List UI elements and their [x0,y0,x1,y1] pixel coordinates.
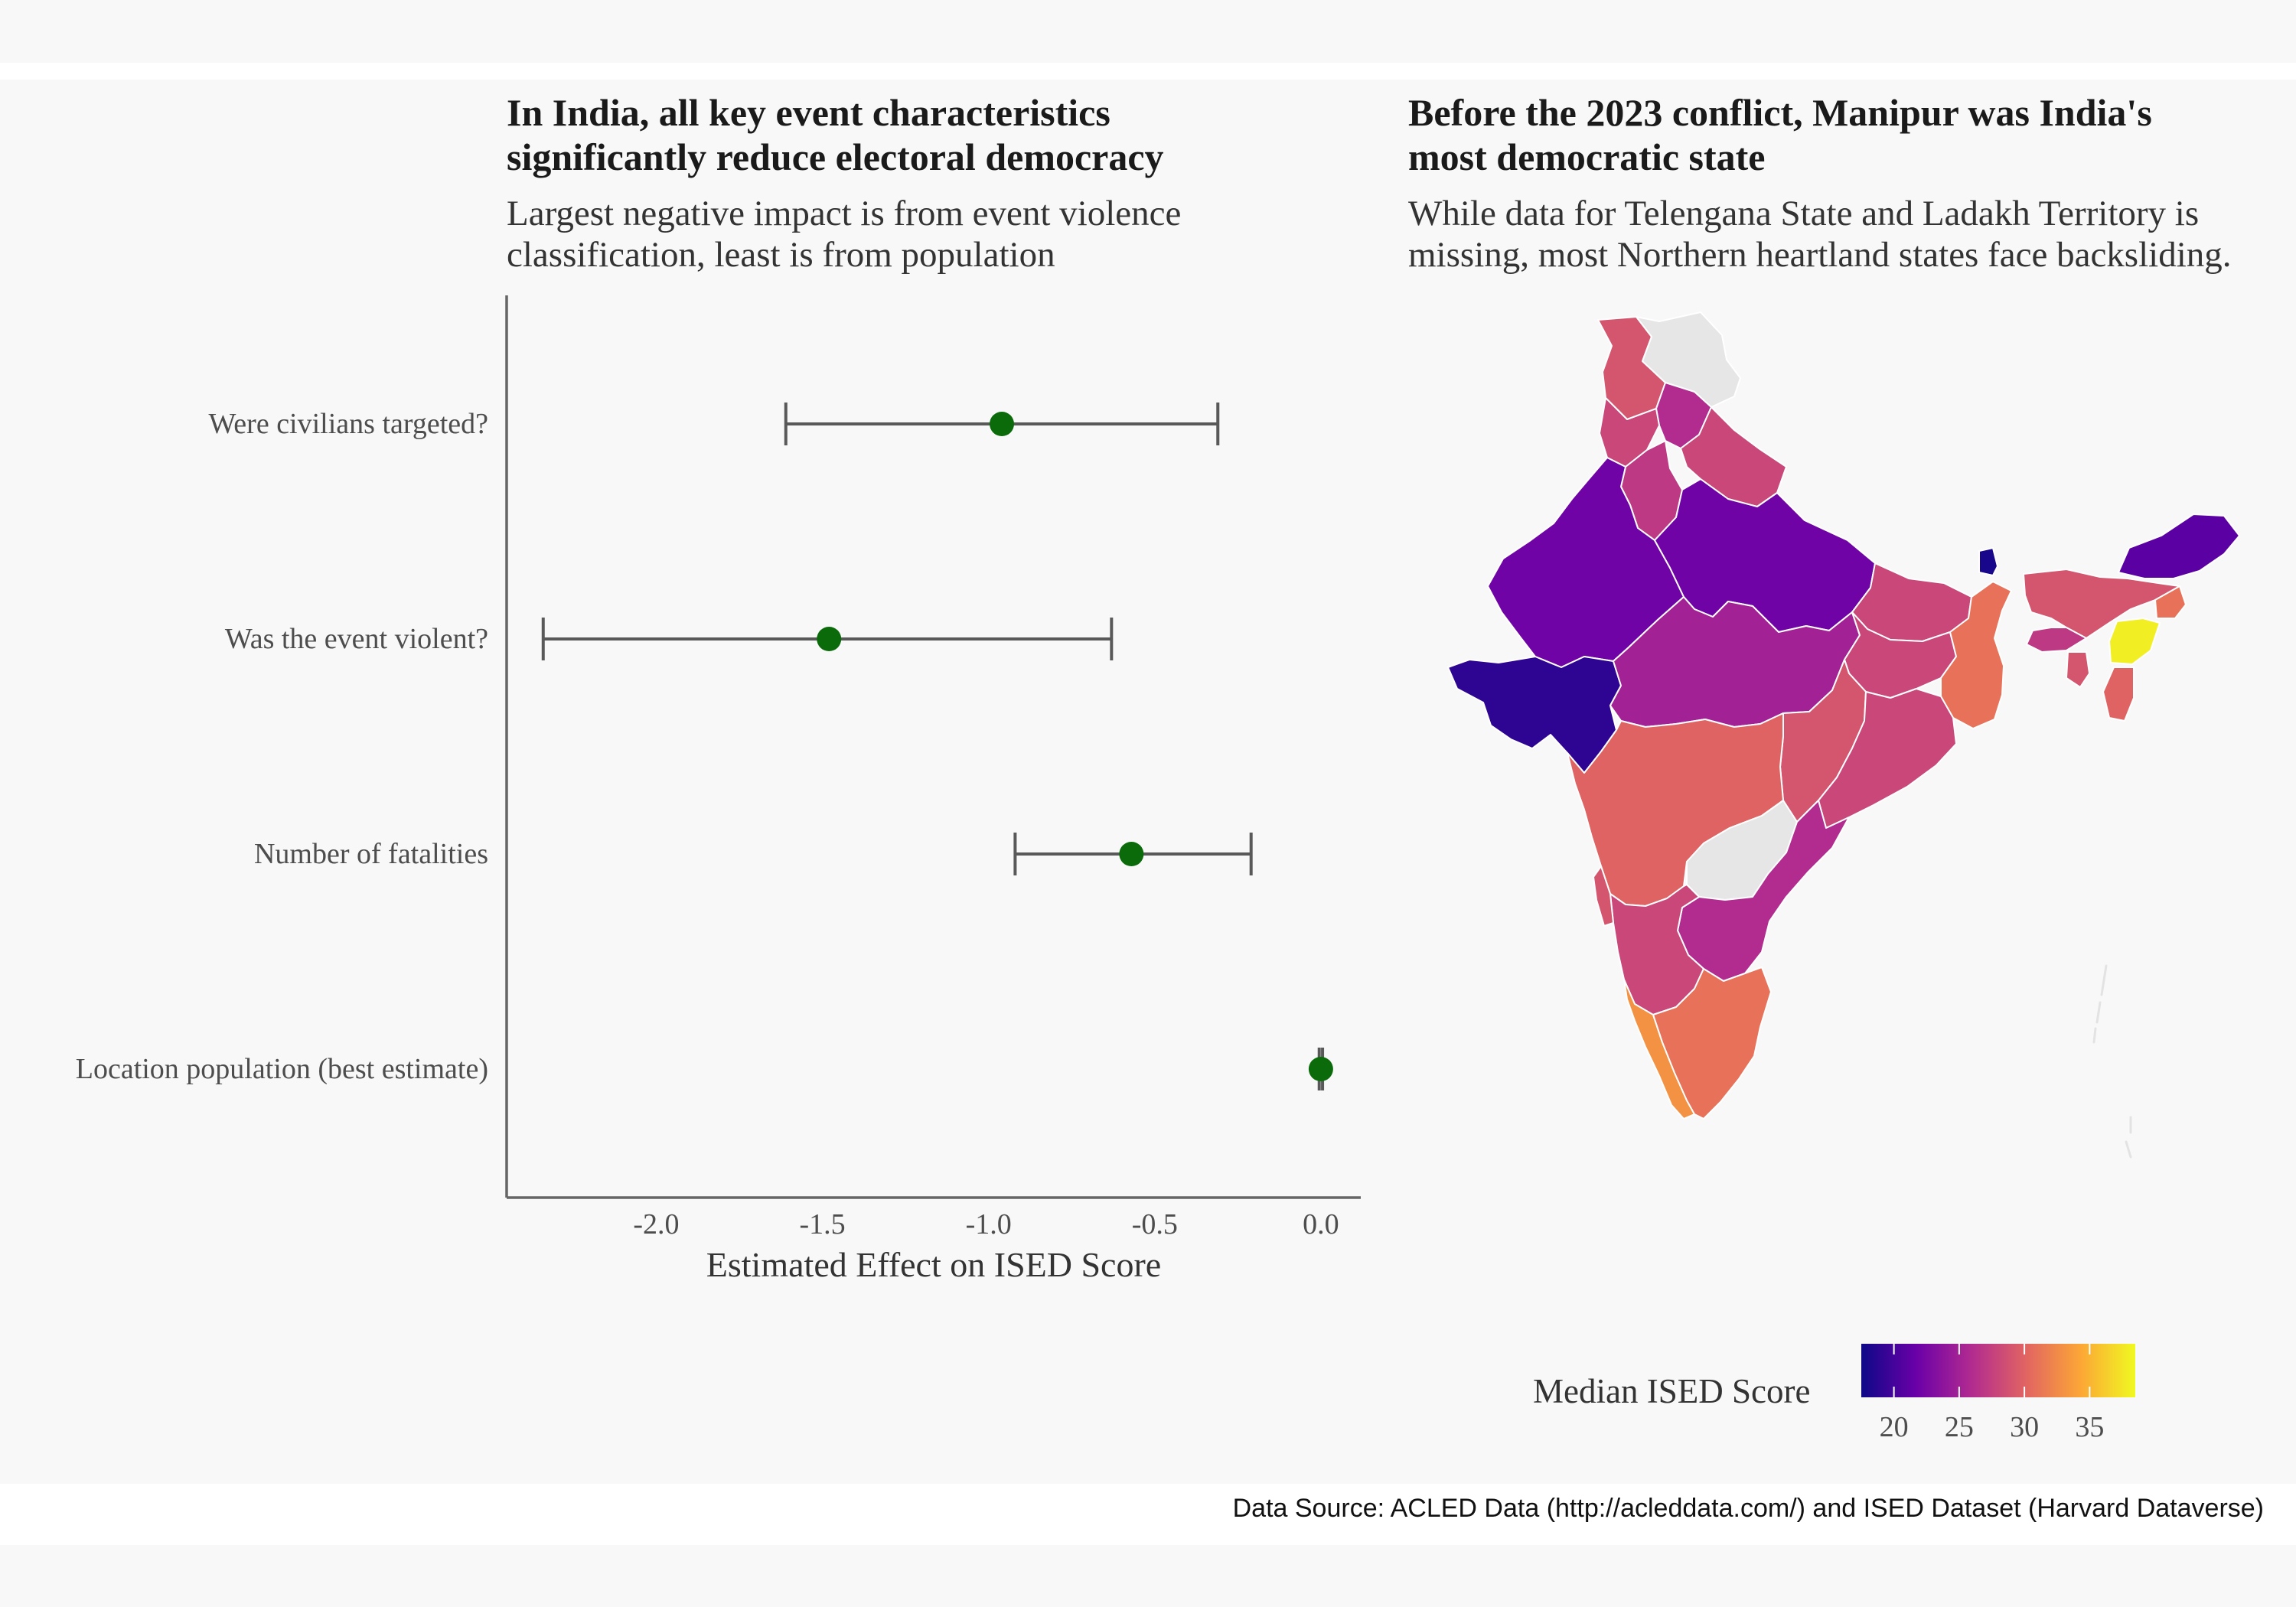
x-tick-label: -2.0 [633,1208,680,1240]
data-source-caption: Data Source: ACLED Data (http://acleddat… [1232,1494,2264,1523]
map-region-mizoram [2102,667,2135,722]
map-region-sikkim [1978,547,1998,576]
legend-tick-label: 35 [2075,1411,2105,1443]
map-region-ladakh [1636,311,1741,408]
legend-title: Median ISED Score [1533,1372,1811,1410]
legend-tick-label: 20 [1879,1411,1909,1443]
x-tick-label: -1.0 [965,1208,1012,1240]
coef-axes [505,295,1361,1199]
map-region-uttarakhand [1680,406,1787,507]
estimate-point [990,412,1015,436]
top-band [0,0,2296,63]
map-legend [1861,1344,2135,1397]
map-subtitle: While data for Telengana State and Ladak… [1408,194,2232,275]
x-tick-label: -0.5 [1131,1208,1178,1240]
island-outline [2095,1001,2102,1024]
y-tick-label: Was the event violent? [224,623,488,655]
x-axis-label: Estimated Effect on ISED Score [706,1245,1162,1284]
y-tick-label: Number of fatalities [253,838,488,870]
map-region-goa [1593,865,1614,927]
coef-chart-subtitle: Largest negative impact is from event vi… [507,194,1182,275]
x-tick-label: 0.0 [1303,1208,1339,1240]
legend-tick-label: 30 [2010,1411,2040,1443]
map-region-odisha [1818,688,1957,829]
y-tick-label: Were civilians targeted? [208,408,488,440]
legend-tick-label: 25 [1944,1411,1974,1443]
map-region-gujarat [1447,656,1622,774]
map-region-nagaland [2154,585,2187,619]
map-region-west-bengal [1940,581,2012,729]
island-outline [2100,964,2108,996]
map-region-assam [2023,569,2180,639]
map-region-tripura [2066,651,2090,688]
island-outline [2125,1140,2132,1159]
map-region-meghalaya [2026,627,2087,653]
map-title: Before the 2023 conflict, Manipur was In… [1408,91,2152,178]
top-divider [0,63,2296,80]
legend-colorbar [1861,1344,2135,1397]
map-region-arunachal-pradesh [2118,513,2240,579]
estimate-point [1119,842,1144,866]
y-tick-label: Location population (best estimate) [75,1053,488,1085]
coef-marks [541,403,1333,1090]
x-tick-label: -1.5 [799,1208,846,1240]
estimate-point [817,627,842,651]
bottom-band [0,1484,2296,1545]
map-regions [1447,311,2240,1159]
map-region-tamil-nadu [1652,966,1772,1120]
island-outline [2092,1027,2097,1044]
map-region-manipur [2108,618,2161,665]
estimate-point [1308,1057,1333,1081]
coef-chart-title: In India, all key event characteristics … [507,91,1164,178]
